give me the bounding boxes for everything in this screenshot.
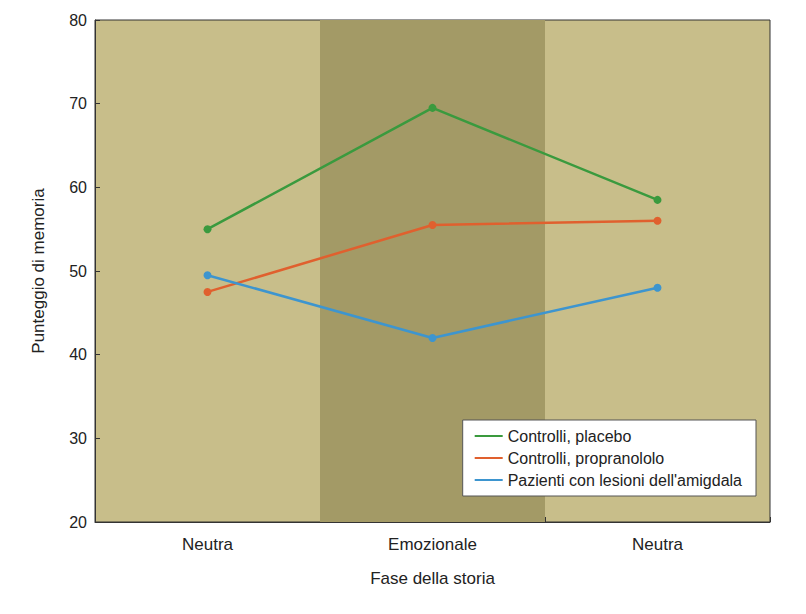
svg-text:60: 60 [69, 179, 87, 196]
svg-text:Controlli, propranololo: Controlli, propranololo [508, 450, 665, 467]
svg-text:Controlli, placebo: Controlli, placebo [508, 428, 632, 445]
svg-text:Emozionale: Emozionale [388, 535, 477, 554]
svg-text:20: 20 [69, 514, 87, 531]
svg-text:30: 30 [69, 430, 87, 447]
svg-text:Pazienti con lesioni dell'amig: Pazienti con lesioni dell'amigdala [508, 472, 742, 489]
svg-text:80: 80 [69, 12, 87, 29]
svg-text:Punteggio di memoria: Punteggio di memoria [29, 188, 48, 354]
svg-text:Fase della storia: Fase della storia [370, 569, 495, 588]
svg-text:Neutra: Neutra [632, 535, 684, 554]
svg-text:70: 70 [69, 95, 87, 112]
svg-text:Neutra: Neutra [182, 535, 234, 554]
svg-text:50: 50 [69, 263, 87, 280]
svg-text:40: 40 [69, 346, 87, 363]
